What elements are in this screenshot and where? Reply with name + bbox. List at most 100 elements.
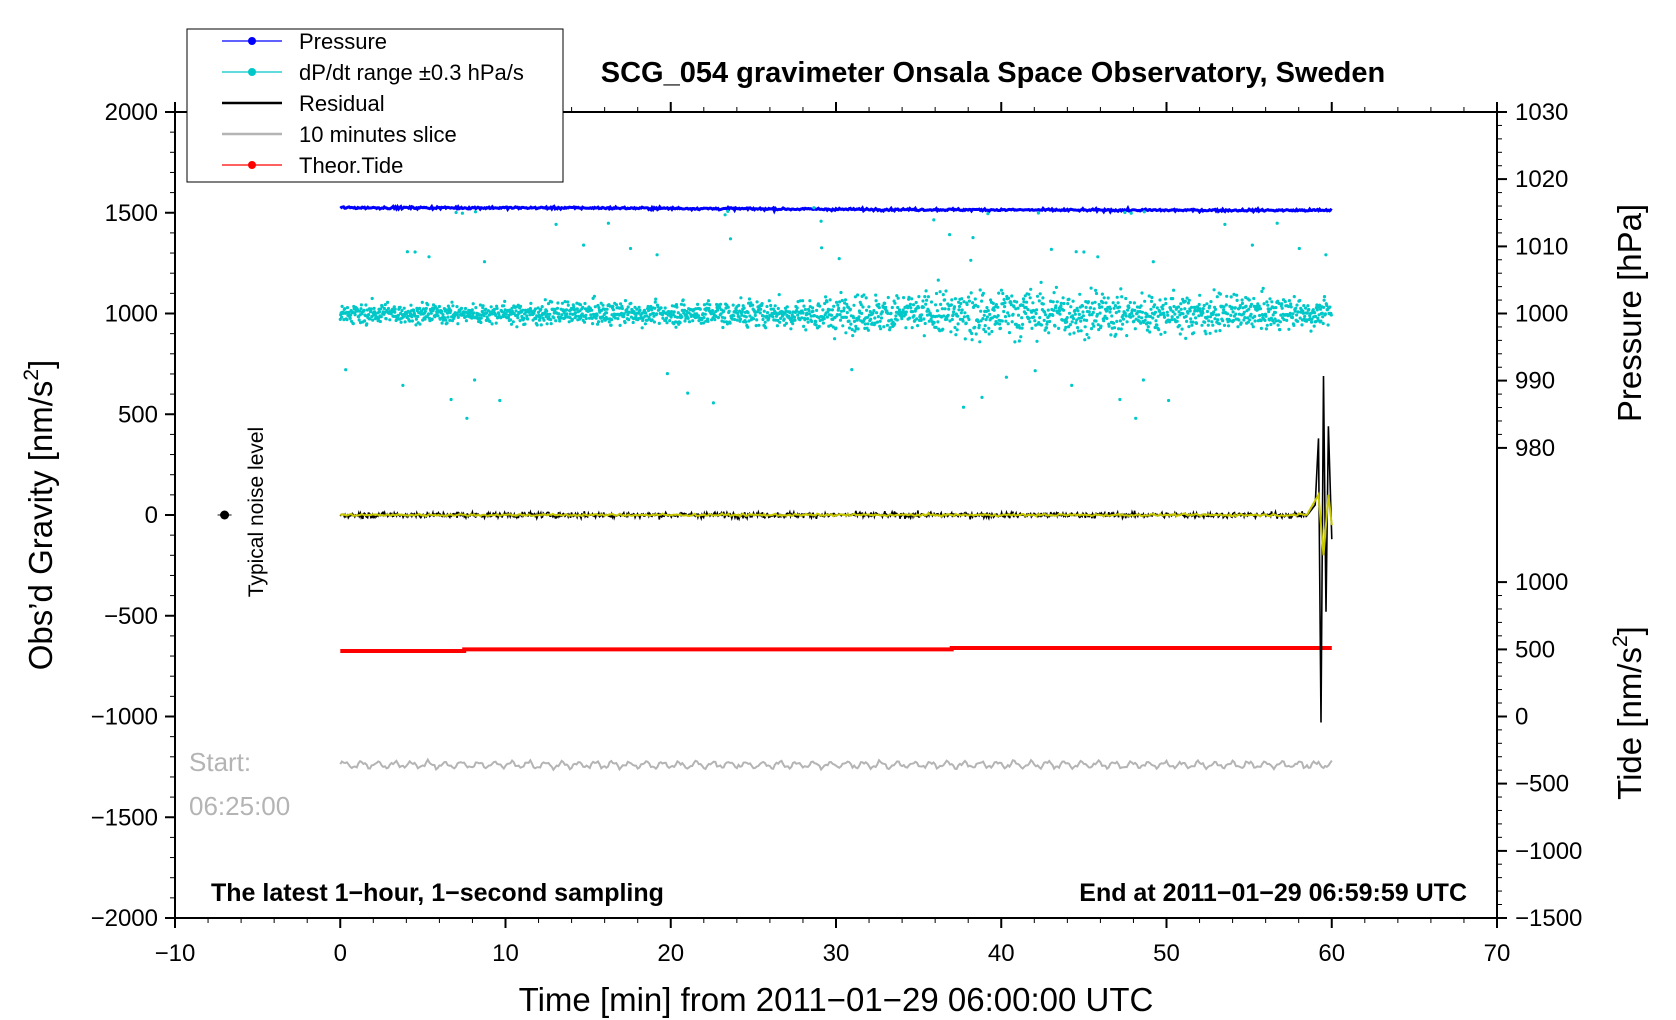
dpdt-point: [971, 236, 975, 240]
dpdt-point: [1213, 307, 1218, 311]
dpdt-point: [575, 307, 579, 311]
dpdt-point: [1185, 296, 1189, 300]
dpdt-point: [1007, 331, 1012, 335]
dpdt-point: [1315, 308, 1319, 312]
dpdt-point: [1120, 295, 1124, 299]
dpdt-point: [796, 313, 800, 317]
dpdt-point: [919, 318, 923, 322]
dpdt-point: [623, 299, 628, 303]
dpdt-point: [605, 317, 610, 321]
dpdt-point: [568, 316, 572, 320]
dpdt-point: [880, 310, 885, 314]
dpdt-point: [807, 312, 812, 316]
dpdt-point: [1111, 301, 1115, 305]
dpdt-point: [1027, 316, 1031, 320]
dpdt-point: [890, 305, 894, 310]
dpdt-point: [1167, 398, 1171, 403]
dpdt-point: [1271, 313, 1275, 317]
dpdt-point: [1185, 319, 1189, 323]
dpdt-point: [661, 316, 665, 320]
dpdt-point: [1004, 319, 1008, 323]
dpdt-point: [919, 316, 923, 320]
dpdt-point: [804, 328, 808, 332]
dpdt-point: [702, 316, 706, 320]
dpdt-point: [1053, 324, 1057, 328]
dpdt-point: [619, 302, 623, 306]
dpdt-point: [1020, 326, 1024, 330]
dpdt-point: [935, 309, 940, 313]
dpdt-point: [916, 306, 921, 310]
dpdt-point: [1113, 304, 1117, 308]
dpdt-point: [939, 302, 943, 306]
dpdt-point: [801, 311, 805, 315]
dpdt-point: [640, 326, 644, 330]
dpdt-point: [611, 308, 616, 312]
dpdt-point: [1223, 222, 1227, 226]
dpdt-point: [371, 318, 375, 322]
dpdt-point: [1006, 322, 1010, 326]
dpdt-point: [873, 316, 877, 320]
dpdt-point: [1298, 316, 1302, 320]
dpdt-point: [1247, 307, 1251, 311]
dpdt-point: [740, 310, 744, 314]
dpdt-point: [1206, 315, 1210, 319]
dpdt-point: [1266, 307, 1270, 311]
dpdt-point: [815, 308, 819, 312]
dpdt-point: [1191, 320, 1195, 324]
dpdt-point: [590, 308, 594, 312]
dpdt-point: [1309, 329, 1313, 333]
dpdt-point: [1075, 318, 1079, 322]
dpdt-point: [767, 316, 771, 320]
dpdt-point: [755, 300, 759, 304]
dpdt-point: [1092, 307, 1096, 311]
dpdt-point: [449, 309, 453, 313]
dpdt-point: [789, 327, 793, 331]
dpdt-point: [403, 320, 407, 324]
dpdt-point: [1057, 326, 1061, 330]
dpdt-point: [436, 314, 440, 318]
dpdt-point: [423, 309, 427, 313]
dpdt-point: [1076, 329, 1081, 333]
dpdt-point: [845, 311, 849, 315]
dpdt-point: [1323, 312, 1327, 316]
dpdt-point: [971, 301, 975, 305]
dpdt-point: [605, 311, 609, 315]
dpdt-point: [665, 372, 670, 376]
dpdt-point: [1057, 309, 1062, 313]
dpdt-point: [1243, 316, 1247, 320]
dpdt-point: [1329, 313, 1333, 317]
dpdt-point: [843, 298, 848, 302]
dpdt-point: [1068, 332, 1072, 336]
dpdt-point: [751, 317, 756, 321]
dpdt-point: [1119, 287, 1123, 291]
dpdt-point: [1214, 329, 1218, 333]
dpdt-point: [1140, 291, 1144, 295]
dpdt-point: [868, 310, 872, 314]
dpdt-point: [1117, 327, 1121, 331]
dpdt-point: [404, 312, 409, 316]
dpdt-point: [363, 314, 368, 318]
dpdt-point: [696, 302, 700, 306]
dpdt-point: [754, 324, 758, 328]
dpdt-point: [910, 326, 914, 330]
dpdt-point: [1079, 329, 1083, 333]
dpdt-point: [1252, 296, 1256, 301]
dpdt-point: [889, 311, 893, 315]
dpdt-point: [1178, 332, 1182, 336]
dpdt-point: [1198, 293, 1202, 297]
dpdt-point: [465, 416, 469, 420]
dpdt-point: [728, 321, 732, 325]
dpdt-point: [1315, 303, 1319, 307]
dpdt-point: [626, 305, 630, 309]
dpdt-point: [679, 302, 684, 306]
dpdt-point: [934, 325, 938, 329]
dpdt-point: [1066, 302, 1070, 306]
dpdt-point: [829, 313, 834, 317]
dpdt-point: [536, 306, 540, 310]
dpdt-point: [548, 312, 552, 316]
dpdt-point: [482, 260, 487, 264]
dpdt-point: [1038, 292, 1042, 296]
dpdt-point: [716, 316, 721, 320]
dpdt-point: [921, 299, 925, 303]
dpdt-point: [1161, 303, 1165, 307]
